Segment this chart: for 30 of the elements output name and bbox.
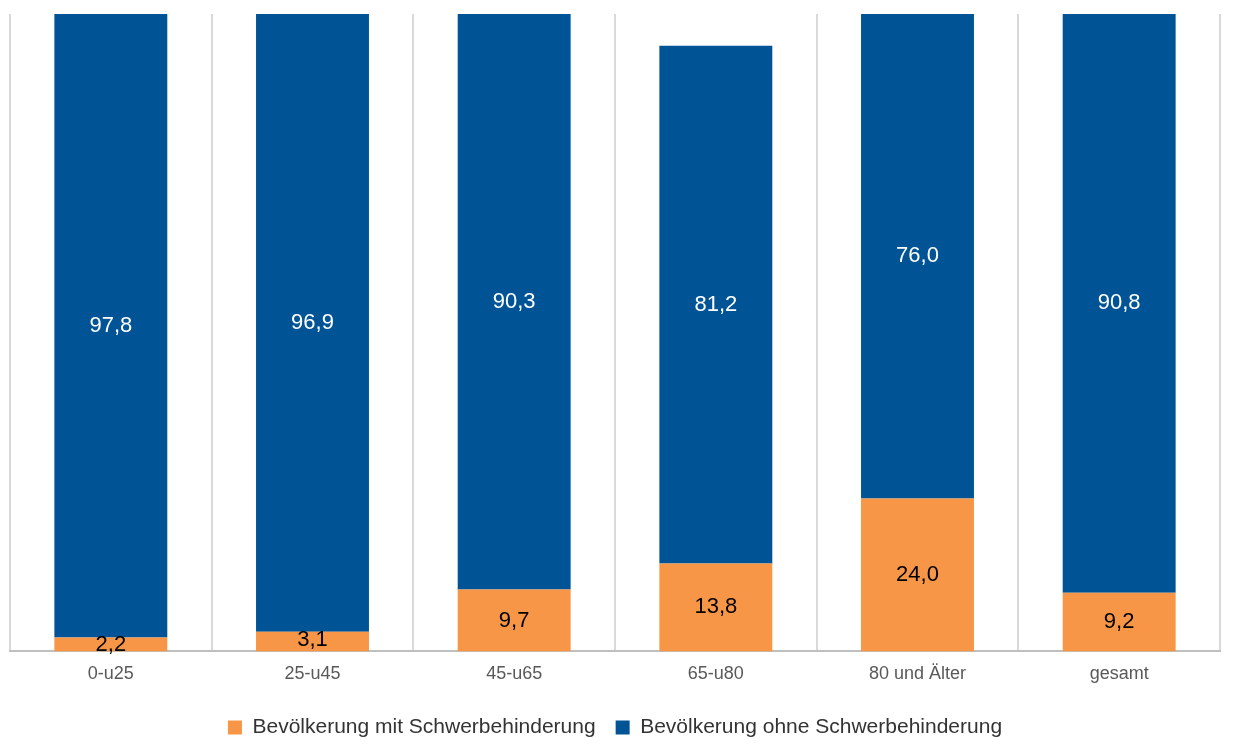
- x-tick-label: 0-u25: [87, 663, 134, 684]
- bar: [861, 498, 974, 652]
- bar: [256, 14, 369, 632]
- x-tick-label: 80 und Älter: [868, 663, 967, 684]
- x-tick-label: gesamt: [1089, 663, 1149, 684]
- bar: [54, 14, 168, 638]
- data-label: 90,8: [1097, 289, 1141, 315]
- bar: [1062, 592, 1176, 652]
- bar: [457, 589, 571, 652]
- data-label: 3,1: [297, 625, 328, 651]
- legend-label: Bevölkerung mit Schwerbehinderung: [252, 714, 596, 738]
- data-label: 97,8: [89, 311, 133, 337]
- bar: [659, 563, 773, 652]
- data-label: 81,2: [694, 290, 738, 316]
- legend-label: Bevölkerung ohne Schwerbehinderung: [640, 714, 1003, 738]
- data-label: 24,0: [896, 560, 939, 586]
- bar: [457, 14, 571, 590]
- x-tick-label: 45-u65: [486, 663, 543, 684]
- bar: [659, 45, 773, 564]
- bar: [1062, 14, 1176, 593]
- data-label: 90,3: [492, 287, 536, 313]
- data-label: 9,2: [1103, 608, 1135, 634]
- data-label: 2,2: [95, 631, 127, 657]
- data-label: 9,7: [498, 606, 530, 632]
- x-tick-label: 65-u80: [687, 663, 744, 684]
- data-label: 76,0: [896, 242, 939, 268]
- data-label: 96,9: [291, 308, 334, 334]
- bar: [861, 14, 974, 499]
- x-tick-label: 25-u45: [284, 663, 341, 684]
- data-label: 13,8: [694, 593, 738, 619]
